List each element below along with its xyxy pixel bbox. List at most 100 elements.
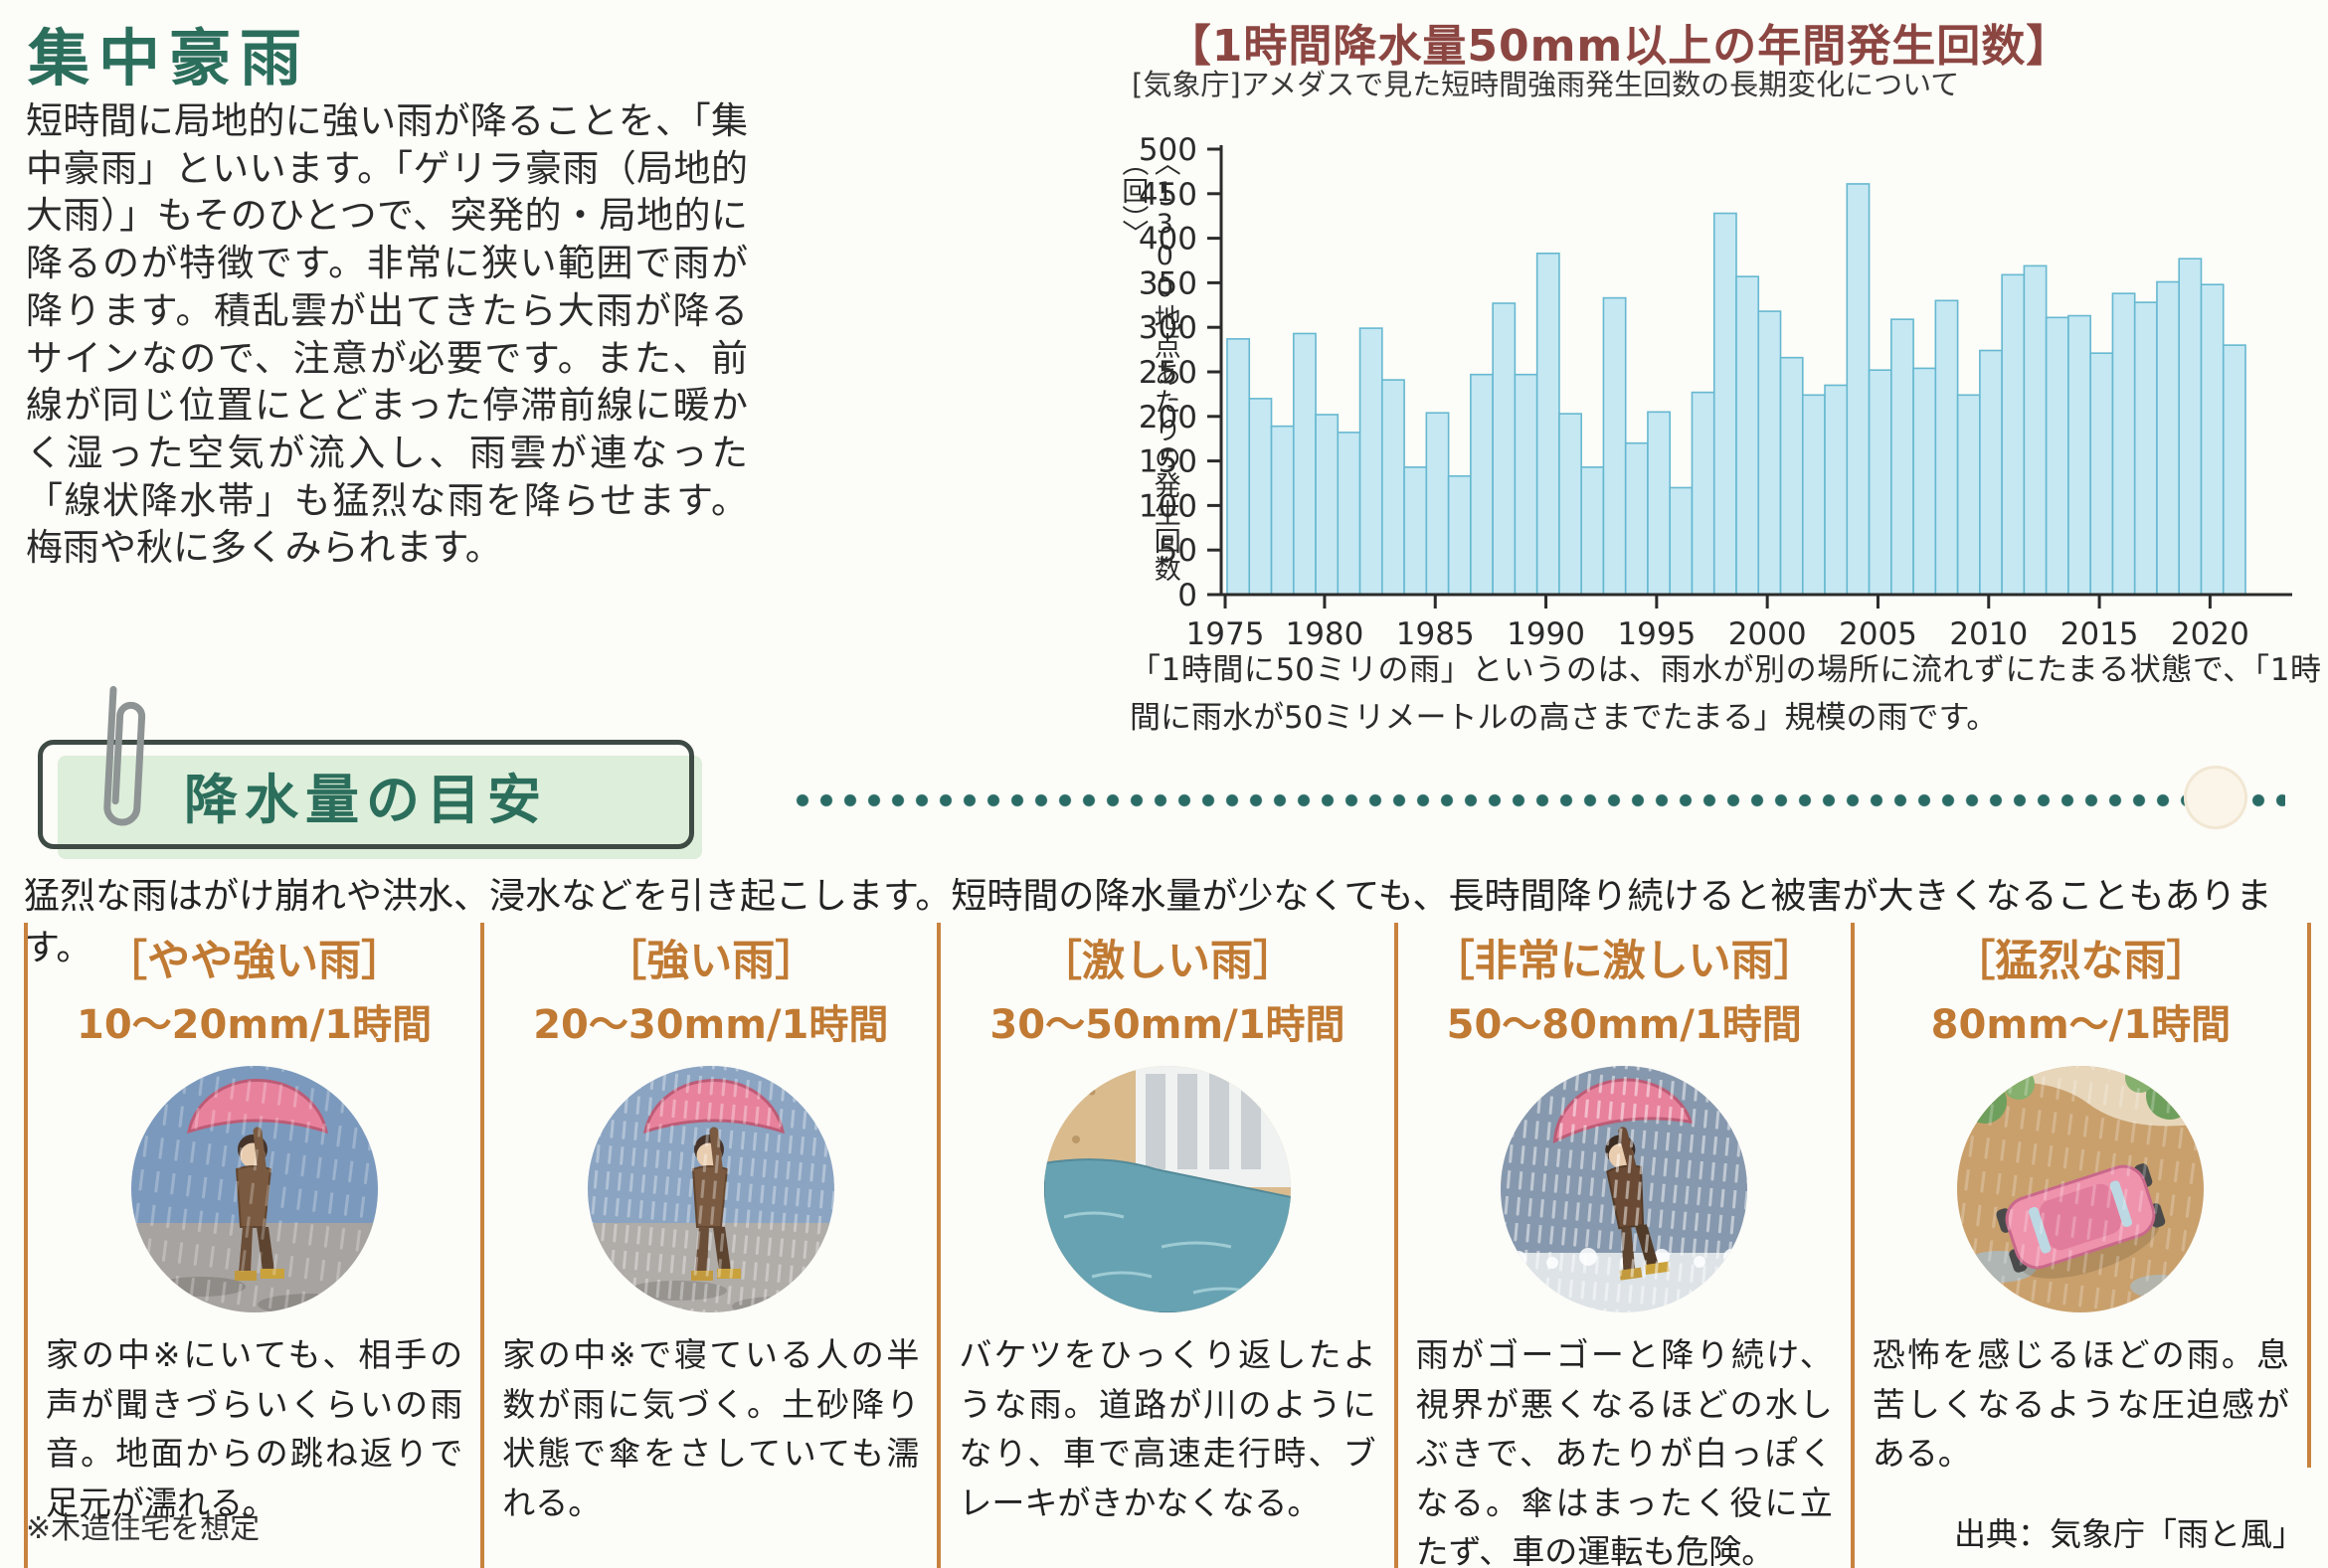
bar-2004 xyxy=(1846,183,1871,596)
bar-1978 xyxy=(1270,425,1295,596)
section-badge-label: 降水量の目安 xyxy=(184,768,548,831)
chart-caption: 「1時間に50ミリの雨」というのは、雨水が別の場所に流れずにたまる状態で、「1時… xyxy=(1130,652,2321,737)
rain-category-table: ［やや強い雨］ 10～20mm/1時間 xyxy=(24,923,2311,1568)
bar-2005 xyxy=(1868,369,1892,596)
y-tick-label: 350 xyxy=(1139,265,1197,301)
x-tick-label: 1995 xyxy=(1617,616,1696,652)
category-column-hageshii-ame: ［激しい雨］ 30～50mm/1時間 xyxy=(937,923,1393,1568)
bar-1998 xyxy=(1712,212,1737,596)
bar-2019 xyxy=(2178,258,2203,596)
bar-1976 xyxy=(1226,338,1251,596)
heavy-rain-walk-illustration xyxy=(587,1066,834,1312)
flooded-street-illustration xyxy=(1043,1066,1291,1312)
x-tick-label: 2005 xyxy=(1839,616,1917,652)
category-name: ［猛烈な雨］ xyxy=(1952,937,2210,986)
bar-2020 xyxy=(2200,283,2225,596)
x-tick-label: 1985 xyxy=(1396,616,1475,652)
hole-punch-circle xyxy=(2184,766,2247,829)
x-tick-label: 2000 xyxy=(1728,616,1807,652)
flooded-car-illustration xyxy=(1957,1066,2205,1312)
bar-2016 xyxy=(2111,292,2136,596)
category-description: 家の中※にいても、相手の声が聞きづらいくらいの雨音。地面からの跳ね返りで足元が濡… xyxy=(46,1335,463,1522)
chart-title: 【1時間降水量50mm以上の年間発生回数】 xyxy=(1166,21,2071,72)
bar-2000 xyxy=(1757,310,1782,596)
y-tick-label: 250 xyxy=(1139,355,1197,391)
bar-1990 xyxy=(1535,253,1560,596)
rain-walk-illustration xyxy=(130,1066,378,1312)
x-tick-label: 2015 xyxy=(2060,616,2139,652)
bar-1984 xyxy=(1403,466,1428,596)
bar-1981 xyxy=(1337,432,1361,596)
category-range: 10～20mm/1時間 xyxy=(77,1002,433,1048)
bar-2012 xyxy=(2023,264,2048,596)
bar-1996 xyxy=(1669,486,1694,596)
bar-1991 xyxy=(1558,413,1582,596)
y-tick-label: 0 xyxy=(1177,578,1197,613)
bar-1992 xyxy=(1580,466,1605,596)
bar-2008 xyxy=(1934,299,1959,596)
y-tick-label: 100 xyxy=(1139,488,1197,524)
bar-2013 xyxy=(2045,316,2069,596)
section-intro-text: 猛烈な雨はがけ崩れや洪水、浸水などを引き起こします。短時間の降水量が少なくても、… xyxy=(24,876,2272,968)
x-tick-label: 2010 xyxy=(1949,616,2028,652)
bar-1983 xyxy=(1381,379,1405,596)
y-tick-label: 150 xyxy=(1139,444,1197,480)
footnote: ※木造住宅を想定 xyxy=(26,1511,261,1546)
section-badge: 降水量の目安 xyxy=(38,740,694,849)
bar-2014 xyxy=(2067,314,2091,596)
paperclip-icon xyxy=(103,685,146,826)
x-tick-label: 2020 xyxy=(2171,616,2249,652)
rainfall-bar-chart: 0 50 100 150 200 250 300 350 400 450 500 1975 1980 19… xyxy=(1139,132,2292,652)
bar-1997 xyxy=(1691,391,1715,596)
whiteout-rain-illustration xyxy=(1501,1066,1748,1312)
category-range: 50～80mm/1時間 xyxy=(1446,1002,1802,1048)
y-tick-label: 450 xyxy=(1139,177,1197,213)
badge-background xyxy=(58,756,702,859)
x-tick-label: 1990 xyxy=(1507,616,1585,652)
bar-2021 xyxy=(2222,344,2246,596)
bar-2006 xyxy=(1890,318,1914,596)
bar-1987 xyxy=(1470,373,1494,596)
category-description: 恐怖を感じるほどの雨。息苦しくなるような圧迫感がある。 xyxy=(1872,1335,2289,1473)
chart-subtitle: [気象庁]アメダスで見た短時間強雨発生回数の長期変化について xyxy=(1132,68,1960,101)
category-range: 30～50mm/1時間 xyxy=(989,1002,1345,1048)
category-description: 雨がゴーゴーと降り続け、視界が悪くなるほどの水しぶきで、あたりが白っぽくなる。傘… xyxy=(1415,1335,1833,1568)
category-name: ［激しい雨］ xyxy=(1038,937,1296,986)
bar-1977 xyxy=(1248,398,1273,596)
bar-2018 xyxy=(2156,280,2181,596)
x-tick-label: 1975 xyxy=(1186,616,1265,652)
bar-1988 xyxy=(1492,302,1517,596)
bar-1995 xyxy=(1647,411,1672,596)
bar-1986 xyxy=(1447,475,1472,596)
y-tick-label: 400 xyxy=(1139,222,1197,258)
bar-2011 xyxy=(2001,273,2026,596)
category-column-yaya-tsuyoi-ame: ［やや強い雨］ 10～20mm/1時間 xyxy=(24,923,480,1568)
category-name: ［やや強い雨］ xyxy=(104,937,405,986)
category-description: 家の中※で寝ている人の半数が雨に気づく。土砂降り状態で傘をさしていても濡れる。 xyxy=(502,1335,920,1522)
bar-1999 xyxy=(1735,275,1760,596)
category-column-hijouni-hageshii-ame: ［非常に激しい雨］ 50～80mm/1時間 xyxy=(1393,923,1851,1568)
bar-2003 xyxy=(1824,384,1849,596)
category-column-tsuyoi-ame: ［強い雨］ 20～30mm/1時間 xyxy=(480,923,937,1568)
bar-1989 xyxy=(1514,373,1538,596)
category-name: ［強い雨］ xyxy=(604,937,818,986)
bar-2015 xyxy=(2089,352,2114,596)
y-tick-label: 200 xyxy=(1139,400,1197,436)
bar-2009 xyxy=(1956,394,1981,596)
x-tick-label: 1980 xyxy=(1285,616,1363,652)
bar-1993 xyxy=(1602,296,1627,596)
bar-1994 xyxy=(1624,441,1649,596)
category-range: 80mm～/1時間 xyxy=(1930,1002,2232,1048)
bar-1985 xyxy=(1425,412,1450,596)
category-description: バケツをひっくり返したような雨。道路が川のようになり、車で高速走行時、ブレーキが… xyxy=(959,1335,1376,1522)
page-title: 集中豪雨 xyxy=(28,22,311,94)
article-body-text: 短時間に局地的に強い雨が降ることを、「集中豪雨」といいます。「ゲリラ豪雨（局地的… xyxy=(26,99,748,570)
bar-1979 xyxy=(1292,332,1317,596)
source-credit: 出典：気象庁「雨と風」 xyxy=(1953,1515,2304,1553)
bar-1982 xyxy=(1358,327,1383,596)
bar-2001 xyxy=(1779,356,1804,596)
y-tick-label: 50 xyxy=(1159,533,1197,569)
bar-1980 xyxy=(1315,414,1340,596)
bar-2010 xyxy=(1979,349,2003,596)
